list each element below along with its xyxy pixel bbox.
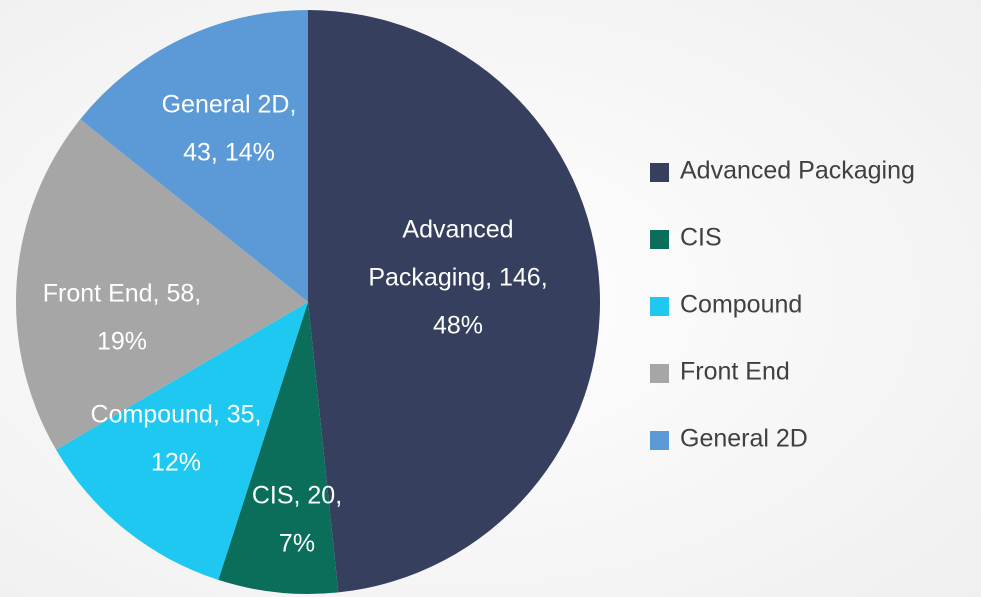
data-label: Front End, 58,	[43, 280, 201, 308]
data-label: CIS, 20,	[252, 482, 342, 510]
legend-label: CIS	[680, 224, 722, 252]
legend-swatch	[650, 163, 669, 182]
data-label: 43, 14%	[183, 139, 275, 167]
legend-label: Front End	[680, 358, 790, 386]
data-label: 7%	[279, 530, 315, 558]
data-label: General 2D,	[162, 91, 297, 119]
pie-slice	[218, 302, 339, 594]
legend-swatch	[650, 230, 669, 249]
legend-label: General 2D	[680, 425, 808, 453]
legend-swatch	[650, 364, 669, 383]
data-label: Compound, 35,	[91, 401, 262, 429]
data-label: 19%	[97, 328, 147, 356]
pie-slice	[16, 119, 309, 450]
data-label: Packaging, 146,	[368, 264, 547, 292]
data-label: 12%	[151, 449, 201, 477]
legend-label: Advanced Packaging	[680, 157, 915, 185]
data-label: 48%	[433, 312, 483, 340]
data-label: Advanced	[402, 216, 513, 244]
pie-slice	[80, 9, 308, 302]
pie-slice	[56, 302, 308, 580]
legend-swatch	[650, 431, 669, 450]
pie-slice	[308, 10, 601, 593]
legend-swatch	[650, 297, 669, 316]
legend-label: Compound	[680, 291, 802, 319]
